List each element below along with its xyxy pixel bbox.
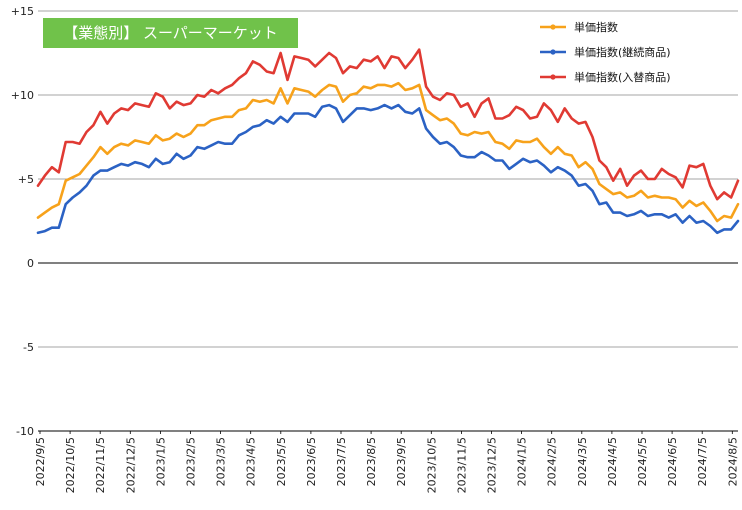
y-tick-label: +10 [11, 89, 34, 102]
x-tick-label: 2024/6/5 [666, 437, 679, 486]
x-tick-label: 2023/12/5 [486, 437, 499, 493]
series-line-0 [36, 81, 740, 223]
x-tick-label: 2024/2/5 [546, 437, 559, 486]
x-tick-label: 2022/12/5 [124, 437, 137, 493]
x-tick-label: 2023/3/5 [215, 437, 228, 486]
series-lines [36, 48, 740, 235]
x-tick-label: 2023/4/5 [245, 437, 258, 486]
legend-label: 単価指数(継続商品) [574, 45, 671, 59]
x-tick-label: 2023/1/5 [154, 437, 167, 486]
chart-title-box: 【業態別】 スーパーマーケット [43, 18, 298, 48]
y-tick-label: +5 [18, 173, 34, 186]
x-tick-label: 2023/5/5 [275, 437, 288, 486]
chart-title: 【業態別】 スーパーマーケット [63, 24, 278, 42]
x-tick-label: 2024/1/5 [516, 437, 529, 486]
y-tick-label: -5 [23, 341, 34, 354]
x-tick-label: 2023/2/5 [185, 437, 198, 486]
series-line-2 [36, 48, 740, 201]
x-tick-label: 2023/10/5 [425, 437, 438, 493]
x-tick-label: 2022/10/5 [64, 437, 77, 493]
x-tick-label: 2022/11/5 [94, 437, 107, 493]
y-tick-labels: -10 -5 0 +5 +10 +15 [11, 5, 34, 438]
y-tick-label: 0 [27, 257, 34, 270]
legend-marker [550, 49, 556, 55]
y-tick-label: +15 [11, 5, 34, 18]
legend-marker [550, 74, 556, 80]
x-tick-label: 2023/8/5 [365, 437, 378, 486]
y-tick-label: -10 [16, 425, 34, 438]
legend-label: 単価指数 [574, 20, 618, 34]
legend-marker [550, 24, 556, 30]
x-tick-labels: 2022/9/5 2022/10/5 2022/11/5 2022/12/5 2023/… [34, 431, 739, 493]
x-tick-label: 2023/9/5 [395, 437, 408, 486]
x-tick-label: 2024/7/5 [696, 437, 709, 486]
x-tick-label: 2024/3/5 [576, 437, 589, 486]
x-tick-label: 2022/9/5 [34, 437, 47, 486]
x-tick-label: 2023/11/5 [455, 437, 468, 493]
legend-label: 単価指数(入替商品) [574, 70, 671, 84]
x-tick-label: 2024/5/5 [636, 437, 649, 486]
x-tick-label: 2024/8/5 [726, 437, 739, 486]
x-tick-label: 2024/4/5 [606, 437, 619, 486]
series-line-1 [36, 103, 740, 235]
x-tick-label: 2023/7/5 [335, 437, 348, 486]
x-tick-label: 2023/6/5 [305, 437, 318, 486]
